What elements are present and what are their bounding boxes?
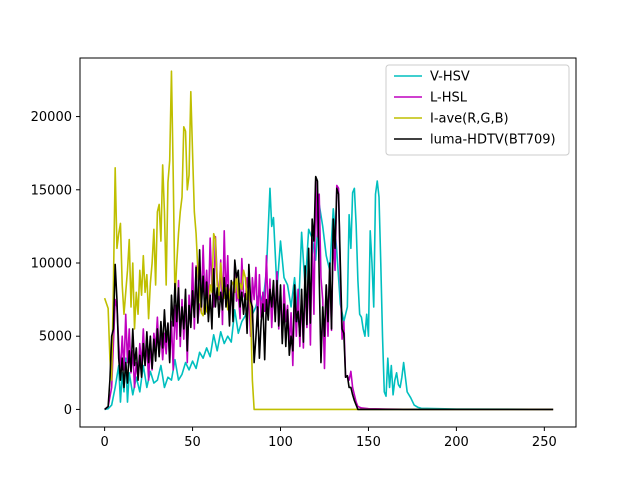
series-line-0 <box>104 180 554 411</box>
x-axis-ticks: 0 50 100 150 200 250 <box>100 427 557 450</box>
plot-lines <box>103 70 554 411</box>
x-tick-label: 150 <box>356 435 381 450</box>
legend-label: L-HSL <box>430 91 468 106</box>
y-tick-label: 20000 <box>31 110 72 125</box>
legend-box <box>385 64 570 156</box>
series-line-3 <box>104 175 554 411</box>
x-tick-label: 0 <box>100 435 108 450</box>
x-tick-label: 200 <box>444 435 469 450</box>
y-tick-label: 5000 <box>39 330 72 345</box>
y-tick-label: 15000 <box>31 183 72 198</box>
axes-frame <box>79 57 577 428</box>
legend-label: V-HSV <box>430 70 470 85</box>
legend-label: luma-HDTV(BT709) <box>430 133 556 148</box>
x-tick-label: 100 <box>268 435 293 450</box>
y-tick-label: 0 <box>64 403 72 418</box>
x-tick-label: 250 <box>532 435 557 450</box>
legend-label: I-ave(R,G,B) <box>430 112 509 127</box>
y-axis-ticks: 0 5000 10000 15000 20000 <box>31 110 80 418</box>
x-tick-label: 50 <box>184 435 201 450</box>
legend: V-HSV L-HSL I-ave(R,G,B) luma-HDTV(BT709) <box>385 64 570 156</box>
y-tick-label: 10000 <box>31 257 72 272</box>
